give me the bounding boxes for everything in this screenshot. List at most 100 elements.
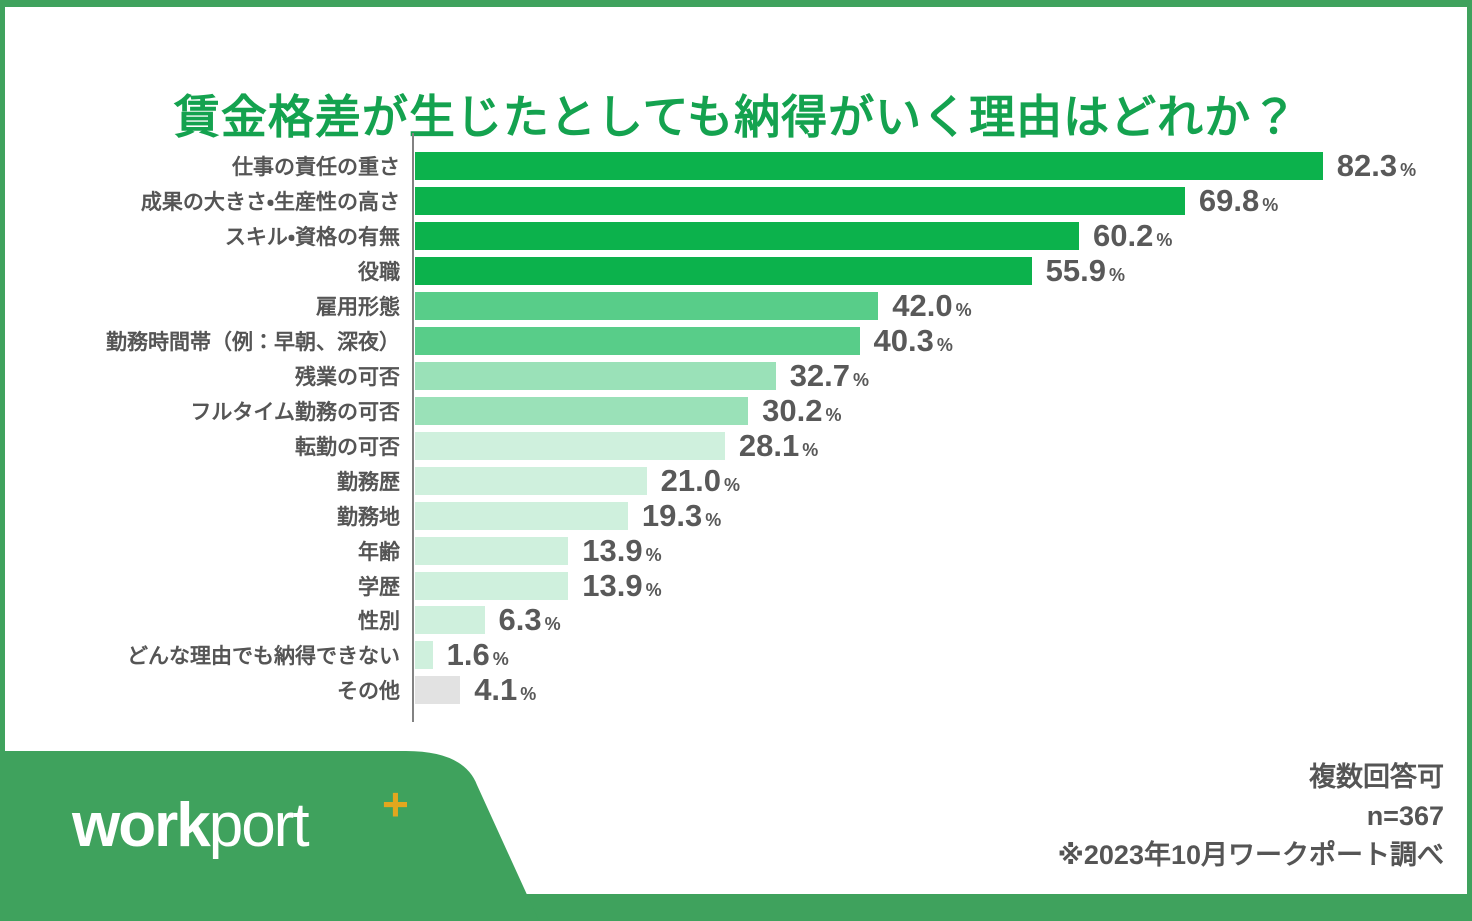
category-label: 勤務地 <box>337 505 400 529</box>
bar-track: 1.6% <box>415 637 1464 673</box>
value-number: 32.7 <box>789 358 851 393</box>
percent-sign: % <box>936 335 953 356</box>
value-number: 55.9 <box>1045 253 1106 289</box>
bar-row: 残業の可否 32.7% <box>0 358 1464 394</box>
value-number: 69.8 <box>1198 183 1260 219</box>
value-number: 28.1 <box>738 427 800 463</box>
category-label: 勤務時間帯（例：早朝、深夜） <box>106 331 400 355</box>
bar-row: 勤務歴 21.0% <box>0 463 1464 498</box>
bar <box>415 257 1032 286</box>
value-label: 42.0% <box>892 288 971 324</box>
bar-row: スキル・資格の有無 60.2% <box>0 218 1464 254</box>
note-source: ※2023年10月ワークポート調べ <box>1057 840 1444 871</box>
value-number: 30.2 <box>762 392 823 428</box>
category-label: フルタイム勤務の可否 <box>190 400 400 424</box>
bar <box>415 536 569 565</box>
bar-track: 32.7% <box>415 358 1464 394</box>
bar-row: 勤務地 19.3% <box>0 498 1464 533</box>
category-label: 年齢 <box>358 540 400 564</box>
bar-row: その他 4.1% <box>0 672 1464 708</box>
category-label: 勤務歴 <box>337 470 400 494</box>
bar-track: 19.3% <box>415 498 1464 534</box>
bar-track: 4.1% <box>415 672 1464 708</box>
percent-sign: % <box>853 370 870 390</box>
percent-sign: % <box>1108 265 1125 286</box>
bar <box>415 431 725 460</box>
value-number: 60.2 <box>1093 218 1154 254</box>
percent-sign: % <box>1262 195 1279 216</box>
bar-row: 役職 55.9% <box>0 253 1464 289</box>
category-label: 学歴 <box>358 575 400 599</box>
plus-icon: + <box>382 778 409 830</box>
bar-track: 60.2% <box>415 218 1464 254</box>
bar-track: 82.3% <box>415 148 1464 184</box>
bar <box>415 466 647 495</box>
percent-sign: % <box>544 614 561 635</box>
value-label: 60.2% <box>1093 218 1172 254</box>
value-label: 1.6% <box>447 637 509 673</box>
category-label: どんな理由でも納得できない <box>127 645 400 669</box>
value-label: 13.9% <box>582 533 661 569</box>
bar-track: 6.3% <box>415 602 1464 638</box>
workport-logo: workport + <box>72 781 409 857</box>
bar-track: 28.1% <box>415 428 1464 464</box>
value-number: 13.9 <box>582 567 643 603</box>
bar-row: 仕事の責任の重さ 82.3% <box>0 148 1464 184</box>
bar <box>415 327 860 356</box>
value-number: 4.1 <box>474 672 518 708</box>
percent-sign: % <box>520 684 537 705</box>
value-number: 1.6 <box>446 637 490 673</box>
bar <box>415 571 569 600</box>
bar-row: 性別 6.3% <box>0 602 1464 638</box>
bar-track: 69.8% <box>415 183 1464 219</box>
value-label: 19.3% <box>642 498 721 534</box>
bar <box>415 187 1185 216</box>
bar-track: 21.0% <box>415 463 1464 499</box>
value-label: 28.1% <box>739 428 818 464</box>
bar <box>415 152 1323 181</box>
bar-row: 年齢 13.9% <box>0 533 1464 568</box>
bar <box>415 676 461 705</box>
bar-row: 雇用形態 42.0% <box>0 288 1464 324</box>
value-number: 6.3 <box>498 602 542 638</box>
bar-track: 13.9% <box>415 533 1464 569</box>
survey-notes: 複数回答可 n=367 ※2023年10月ワークポート調べ <box>1058 758 1444 875</box>
percent-sign: % <box>645 544 662 565</box>
percent-sign: % <box>1400 160 1417 181</box>
bar-row: どんな理由でも納得できない 1.6% <box>0 637 1464 673</box>
percent-sign: % <box>802 439 819 460</box>
bar-row: 勤務時間帯（例：早朝、深夜） 40.3% <box>0 323 1464 359</box>
bar <box>415 396 749 425</box>
value-label: 32.7% <box>790 358 869 394</box>
value-label: 55.9% <box>1046 253 1125 289</box>
y-axis-line <box>412 133 414 722</box>
value-label: 13.9% <box>582 568 661 604</box>
bar-track: 30.2% <box>415 393 1464 429</box>
bar-chart: 仕事の責任の重さ 82.3% 成果の大きさ・生産性の高さ 69.8% スキル・資格の有無… <box>0 148 1464 708</box>
value-number: 42.0 <box>892 288 953 324</box>
value-label: 82.3% <box>1337 148 1416 184</box>
category-label: 仕事の責任の重さ <box>232 156 400 180</box>
bar-track: 42.0% <box>415 288 1464 324</box>
bar <box>415 606 485 635</box>
value-number: 40.3 <box>873 323 934 359</box>
logo-work-text: work <box>72 791 211 860</box>
percent-sign: % <box>723 474 740 495</box>
percent-sign: % <box>1156 230 1173 251</box>
category-label: 残業の可否 <box>295 365 400 389</box>
bar <box>415 641 433 670</box>
percent-sign: % <box>955 300 972 321</box>
note-sample-size: n=367 <box>1366 801 1444 832</box>
logo-banner-shape <box>0 751 539 921</box>
category-label: 成果の大きさ・生産性の高さ <box>140 191 400 215</box>
category-label: 役職 <box>358 261 400 285</box>
percent-sign: % <box>492 649 509 670</box>
bar <box>415 292 879 321</box>
value-label: 69.8% <box>1199 183 1278 219</box>
percent-sign: % <box>645 579 662 600</box>
value-label: 40.3% <box>874 323 953 359</box>
chart-title: 賃金格差が生じたとしても納得がいく理由はどれか？ <box>173 90 1299 143</box>
category-label: その他 <box>337 680 400 704</box>
value-number: 19.3 <box>641 497 703 533</box>
